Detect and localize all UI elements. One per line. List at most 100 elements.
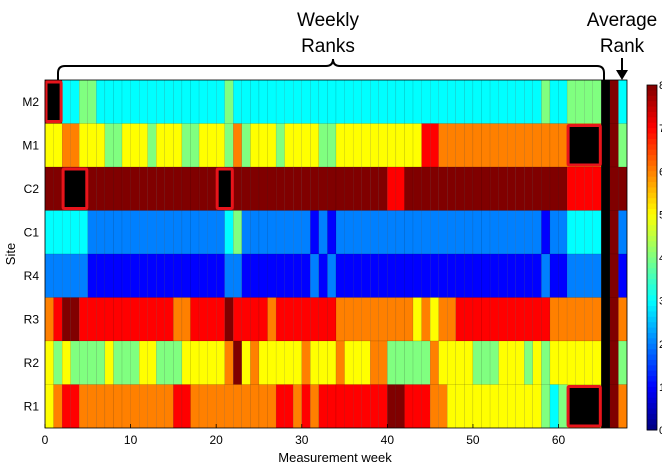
heatmap-cell: [61, 123, 71, 168]
heatmap-cell: [113, 166, 123, 211]
heatmap-cell: [618, 210, 628, 255]
heatmap-cell: [370, 123, 379, 168]
heatmap-cell: [130, 340, 140, 385]
heatmap-cell: [472, 123, 482, 168]
colorbar-segment: [647, 144, 657, 151]
heatmap-cell: [233, 79, 242, 124]
heatmap-cell: [558, 340, 568, 385]
heatmap-cell: [318, 166, 328, 211]
heatmap-cell: [139, 384, 148, 429]
heatmap-cell: [104, 253, 114, 298]
heatmap-cell: [301, 253, 311, 298]
y-tick-label: R1: [24, 399, 40, 413]
heatmap-cell: [609, 210, 619, 255]
x-tick-label: 30: [295, 433, 309, 447]
heatmap-cell: [113, 123, 123, 168]
heatmap-cell: [387, 79, 397, 124]
heatmap-cell: [207, 384, 217, 429]
heatmap-cell: [387, 297, 397, 342]
heatmap-cell: [421, 253, 431, 298]
heatmap-cell: [310, 79, 320, 124]
heatmap-cell: [121, 297, 131, 342]
heatmap-cell: [87, 340, 97, 385]
heatmap-cell: [352, 123, 362, 168]
heatmap-cell: [61, 253, 71, 298]
heatmap-cell: [310, 340, 320, 385]
heatmap-cell: [584, 210, 593, 255]
heatmap-cell: [472, 210, 482, 255]
y-axis-label: Site: [3, 243, 18, 265]
heatmap-cell: [147, 166, 157, 211]
heatmap-cell: [515, 210, 525, 255]
colorbar-segment: [647, 241, 657, 248]
heatmap-cell: [524, 210, 533, 255]
heatmap-cell: [395, 166, 405, 211]
heatmap-cell: [198, 384, 208, 429]
heatmap-cell: [438, 79, 448, 124]
heatmap-cell: [104, 123, 114, 168]
heatmap-cell: [241, 123, 251, 168]
heatmap-cell: [310, 297, 320, 342]
heatmap-cell: [275, 340, 285, 385]
heatmap-cell: [404, 79, 414, 124]
colorbar-frame: [646, 84, 658, 431]
heatmap-cell: [335, 253, 345, 298]
colorbar-tick-label: 1: [659, 382, 662, 394]
heatmap-cell: [558, 79, 568, 124]
heatmap-cell: [301, 340, 311, 385]
heatmap-cell: [532, 340, 542, 385]
heatmap-cell: [421, 297, 431, 342]
heatmap-cell: [352, 253, 362, 298]
heatmap-cell: [318, 253, 328, 298]
heatmap-cell: [284, 297, 294, 342]
colorbar-segment: [647, 284, 657, 291]
colorbar-segment: [647, 246, 657, 253]
colorbar-tick-label: 5: [659, 209, 662, 221]
colorbar-segment: [647, 338, 657, 345]
heatmap-cell: [70, 253, 80, 298]
heatmap-cell: [61, 297, 71, 342]
heatmap-cell: [481, 297, 491, 342]
heatmap-cell: [430, 123, 439, 168]
weekly-ranks-brace: [57, 58, 605, 80]
heatmap-cell: [361, 253, 371, 298]
heatmap-cell: [53, 340, 63, 385]
heatmap-cell: [438, 210, 448, 255]
heatmap-cell: [224, 123, 234, 168]
heatmap-cell: [404, 210, 414, 255]
x-tick-label: 20: [209, 433, 223, 447]
heatmap-cell: [113, 79, 123, 124]
heatmap-cell: [412, 166, 422, 211]
heatmap-cell: [421, 340, 431, 385]
heatmap-cell: [498, 210, 508, 255]
heatmap-cell: [472, 253, 482, 298]
x-tick-label: 10: [124, 433, 138, 447]
heatmap-cell: [216, 123, 225, 168]
heatmap-cell: [121, 166, 131, 211]
heatmap-cell: [224, 79, 234, 124]
heatmap-cell: [498, 297, 508, 342]
heatmap-cell: [284, 340, 294, 385]
heatmap-cell: [293, 253, 302, 298]
heatmap-cell: [498, 166, 508, 211]
heatmap-cell: [61, 210, 71, 255]
heatmap-cell: [258, 79, 268, 124]
missing-data-box: [215, 167, 234, 210]
heatmap-cell: [507, 210, 516, 255]
heatmap-cell: [378, 123, 388, 168]
colorbar-segment: [647, 289, 657, 296]
heatmap-cell: [181, 79, 191, 124]
colorbar-segment: [647, 408, 657, 415]
heatmap-cell: [216, 297, 225, 342]
heatmap-cell: [584, 297, 593, 342]
heatmap-cell: [549, 340, 559, 385]
heatmap-cell: [404, 253, 414, 298]
colorbar-segment: [647, 327, 657, 334]
heatmap-cell: [592, 340, 602, 385]
heatmap-cell: [592, 253, 602, 298]
heatmap-cell: [532, 297, 542, 342]
colorbar-segment: [647, 257, 657, 264]
heatmap-cell: [139, 166, 148, 211]
heatmap-cell: [96, 166, 106, 211]
